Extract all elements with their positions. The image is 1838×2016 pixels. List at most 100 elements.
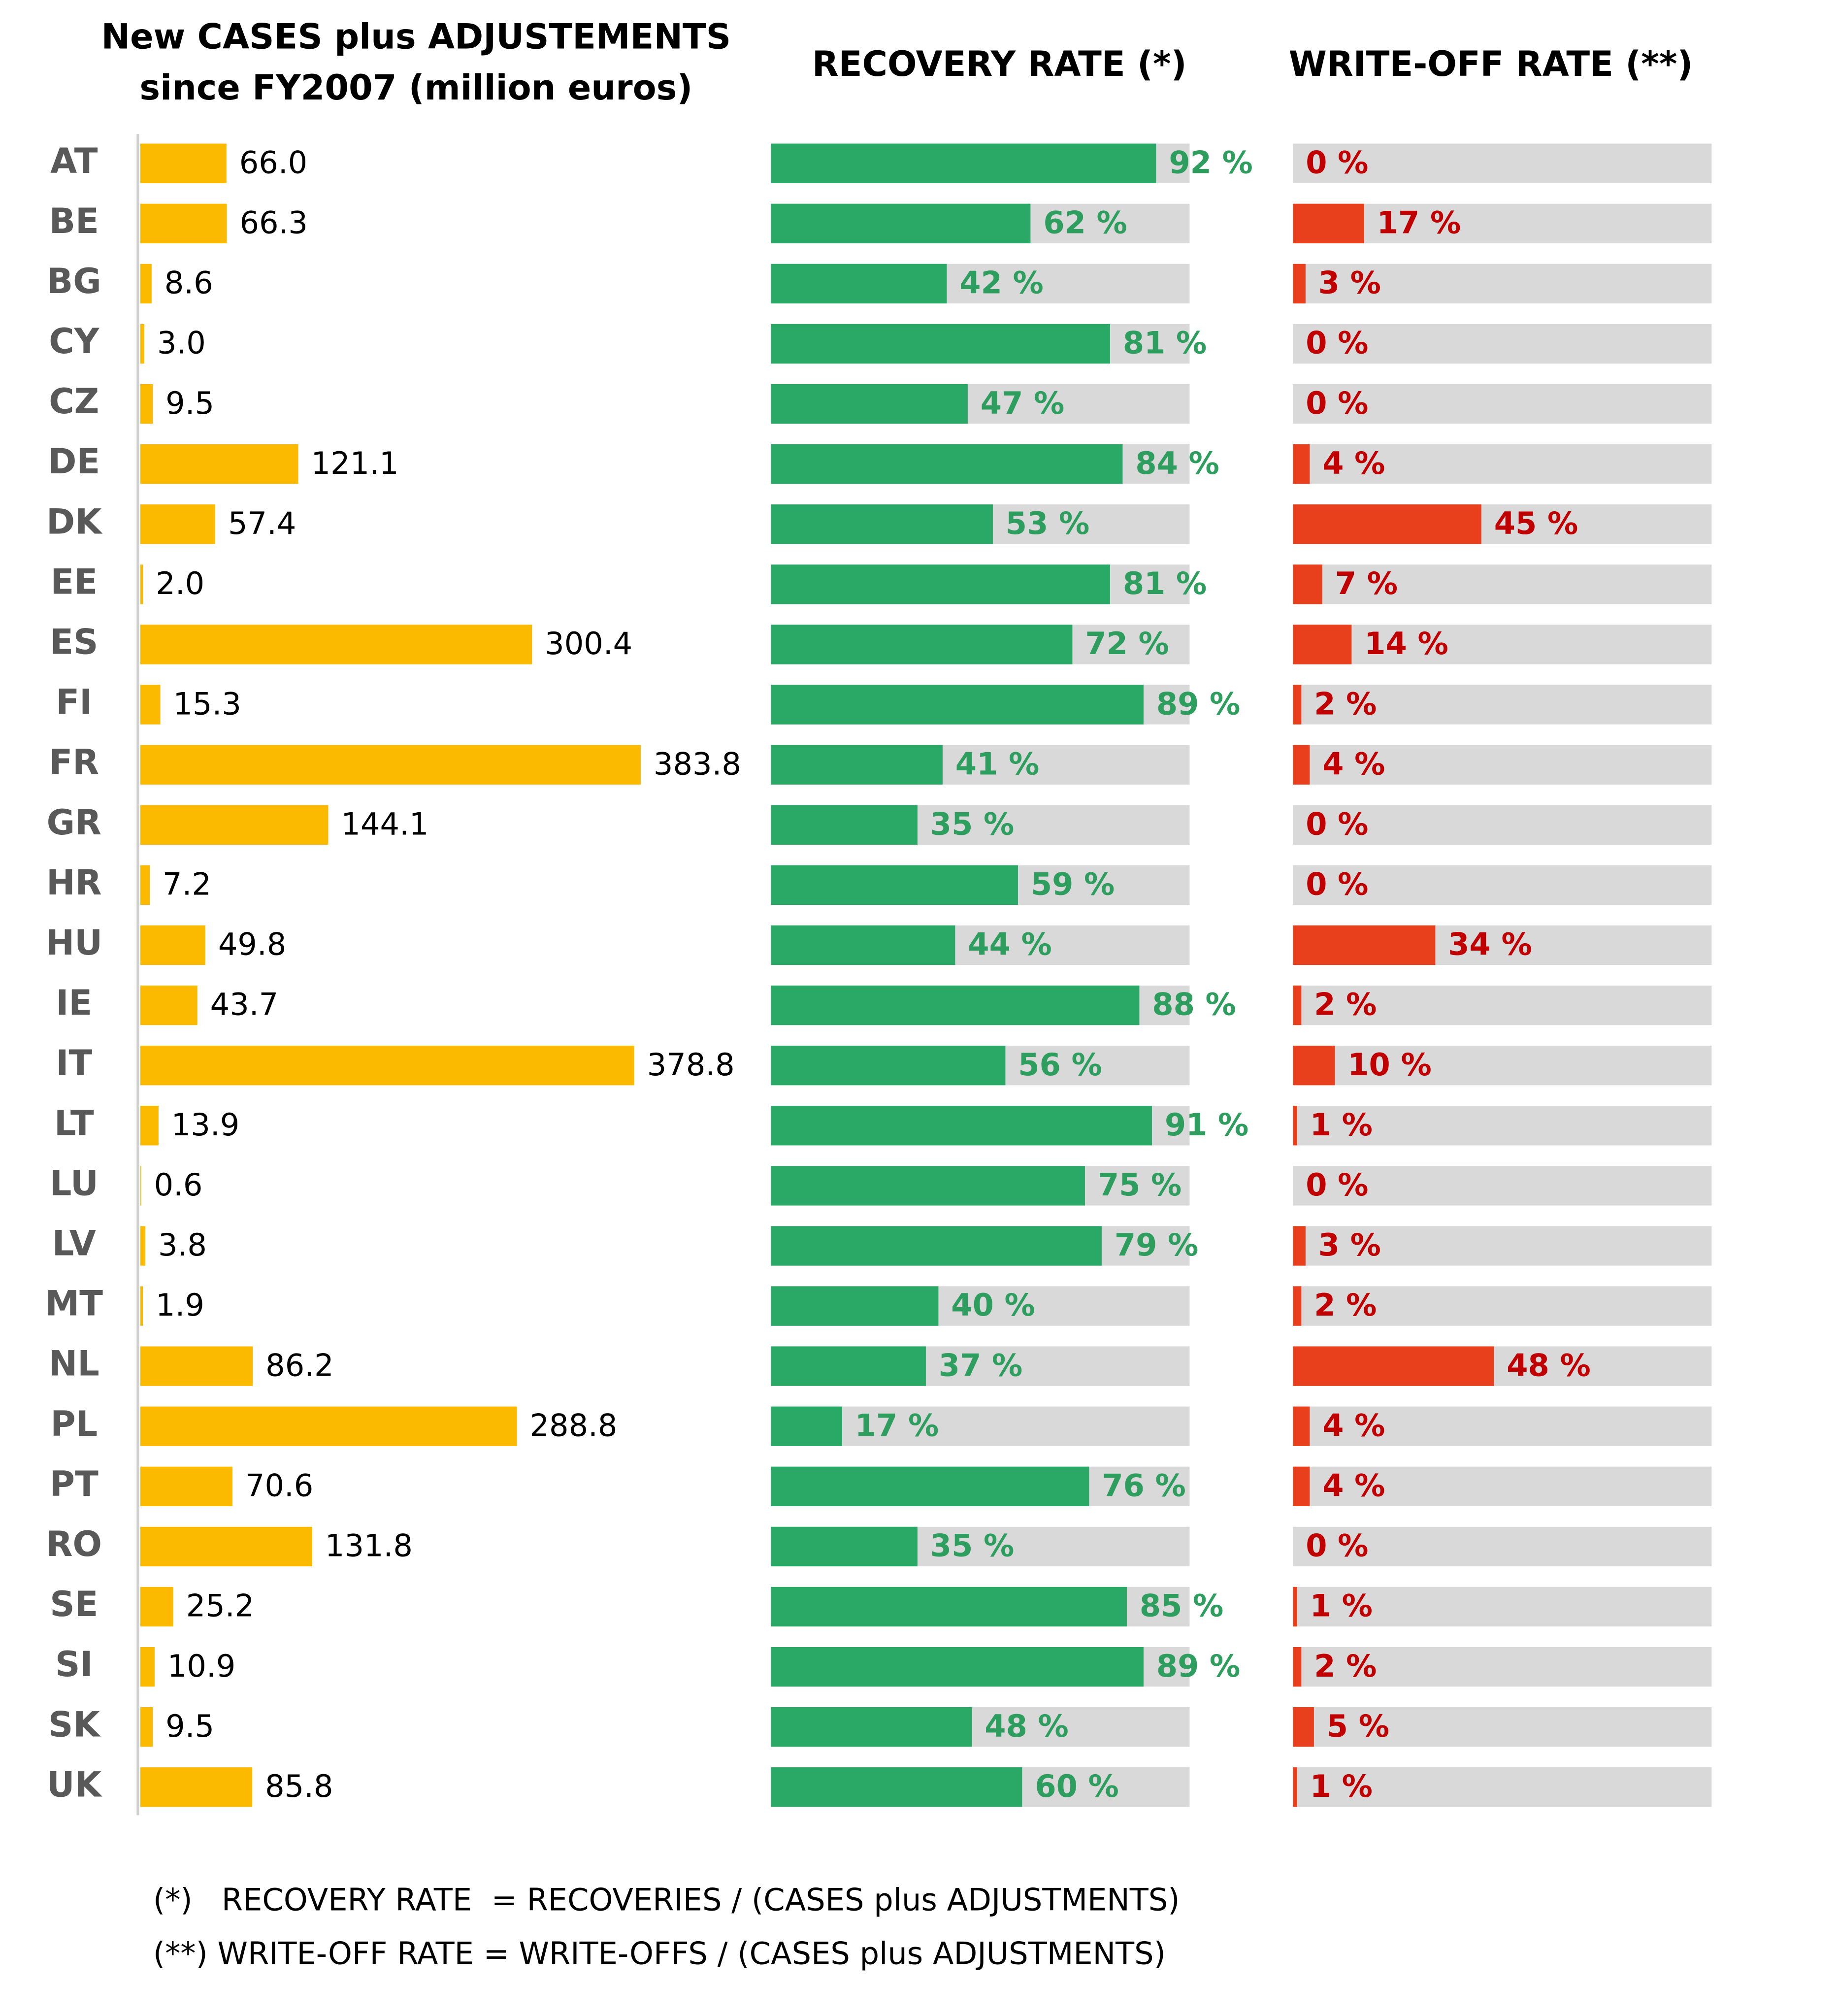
value-label: 3 % (1318, 1227, 1381, 1263)
value-label: 121.1 (311, 445, 399, 481)
value-label: 92 % (1169, 144, 1253, 180)
category-label: EE (51, 562, 98, 602)
value-label: 60 % (1035, 1768, 1119, 1804)
bar (1293, 1346, 1494, 1386)
bar (771, 384, 968, 424)
bar (140, 1466, 232, 1507)
value-label: 89 % (1156, 1648, 1241, 1684)
value-label: 1 % (1310, 1107, 1373, 1143)
value-label: 0 % (1306, 385, 1368, 421)
bar (1293, 1707, 1314, 1747)
footnote: (*) RECOVERY RATE = RECOVERIES / (CASES … (153, 1882, 1180, 1918)
bar (140, 1406, 517, 1446)
value-label: 3 % (1318, 265, 1381, 301)
value-label: 40 % (951, 1287, 1035, 1323)
category-label: LT (54, 1103, 94, 1143)
bar (771, 1045, 1006, 1086)
category-label: BG (47, 261, 101, 301)
track (1293, 1466, 1712, 1507)
category-label: LU (50, 1163, 98, 1203)
category-label: NL (49, 1344, 99, 1384)
bar (771, 1767, 1022, 1807)
value-label: 2 % (1314, 1287, 1377, 1323)
bar (140, 324, 145, 364)
value-label: 66.3 (240, 204, 308, 240)
bar (771, 564, 1110, 604)
value-label: 4 % (1322, 1468, 1385, 1504)
value-label: 43.7 (210, 987, 278, 1023)
track (1293, 324, 1712, 364)
value-label: 47 % (981, 385, 1064, 421)
bar (140, 1526, 312, 1567)
footnote: (**) WRITE-OFF RATE = WRITE-OFFS / (CASE… (153, 1935, 1166, 1971)
value-label: 44 % (968, 926, 1052, 962)
value-label: 7 % (1335, 565, 1398, 601)
value-label: 17 % (1377, 204, 1461, 240)
value-label: 2 % (1314, 987, 1377, 1023)
value-label: 10 % (1347, 1047, 1432, 1083)
bar (140, 805, 328, 845)
value-label: 76 % (1102, 1468, 1185, 1504)
bar (771, 805, 918, 845)
track (1293, 985, 1712, 1025)
category-label: CZ (49, 381, 99, 422)
value-label: 9.5 (165, 385, 214, 421)
value-label: 85.8 (265, 1768, 333, 1804)
bar (771, 985, 1140, 1025)
bar (1293, 625, 1352, 664)
value-label: 0 % (1306, 1167, 1368, 1203)
bar (771, 1226, 1102, 1266)
value-label: 8.6 (164, 265, 213, 301)
value-label: 49.8 (218, 926, 286, 962)
category-label: LV (52, 1223, 96, 1263)
bar (771, 1707, 972, 1747)
value-label: 75 % (1098, 1167, 1182, 1203)
category-label: SI (55, 1644, 93, 1685)
bar (1293, 1045, 1335, 1086)
track (1293, 264, 1712, 304)
bar (1293, 444, 1310, 484)
track (1293, 805, 1712, 845)
category-label: IT (56, 1043, 92, 1083)
bar (1293, 264, 1306, 304)
value-label: 300.4 (545, 626, 632, 661)
bar (771, 1586, 1127, 1627)
value-label: 5 % (1327, 1708, 1389, 1744)
category-label: SE (50, 1584, 98, 1624)
bar (140, 504, 216, 544)
bar (1293, 504, 1481, 544)
category-label: DE (48, 441, 100, 482)
value-label: 48 % (985, 1708, 1069, 1744)
value-label: 17 % (855, 1407, 939, 1443)
bar (140, 1707, 153, 1747)
panel-title-box: New CASES plus ADJUSTEMENTS since FY2007… (101, 18, 731, 108)
value-label: 70.6 (245, 1468, 313, 1504)
bar (140, 1226, 146, 1266)
category-label: MT (45, 1284, 103, 1324)
category-label: PL (50, 1404, 98, 1444)
bar (1293, 564, 1322, 604)
track (1293, 564, 1712, 604)
category-label: BE (49, 201, 99, 241)
bar (771, 1406, 842, 1446)
value-label: 2 % (1314, 1648, 1377, 1684)
bar (771, 444, 1123, 484)
value-label: 0 % (1306, 806, 1368, 842)
bar (771, 1647, 1144, 1687)
bar (771, 264, 947, 304)
bar (140, 865, 150, 905)
bar (140, 1286, 143, 1326)
value-label: 13.9 (171, 1107, 239, 1143)
bar (1293, 745, 1310, 785)
bar (771, 1346, 926, 1386)
category-label: ES (50, 622, 98, 662)
bar (771, 143, 1156, 183)
panel-title: WRITE-OFF RATE (**) (1289, 44, 1693, 84)
track (1293, 745, 1712, 785)
value-label: 48 % (1507, 1347, 1591, 1383)
value-label: 10.9 (167, 1648, 235, 1684)
bar (1293, 1586, 1297, 1627)
bar (140, 1767, 253, 1807)
value-label: 35 % (930, 1528, 1014, 1564)
